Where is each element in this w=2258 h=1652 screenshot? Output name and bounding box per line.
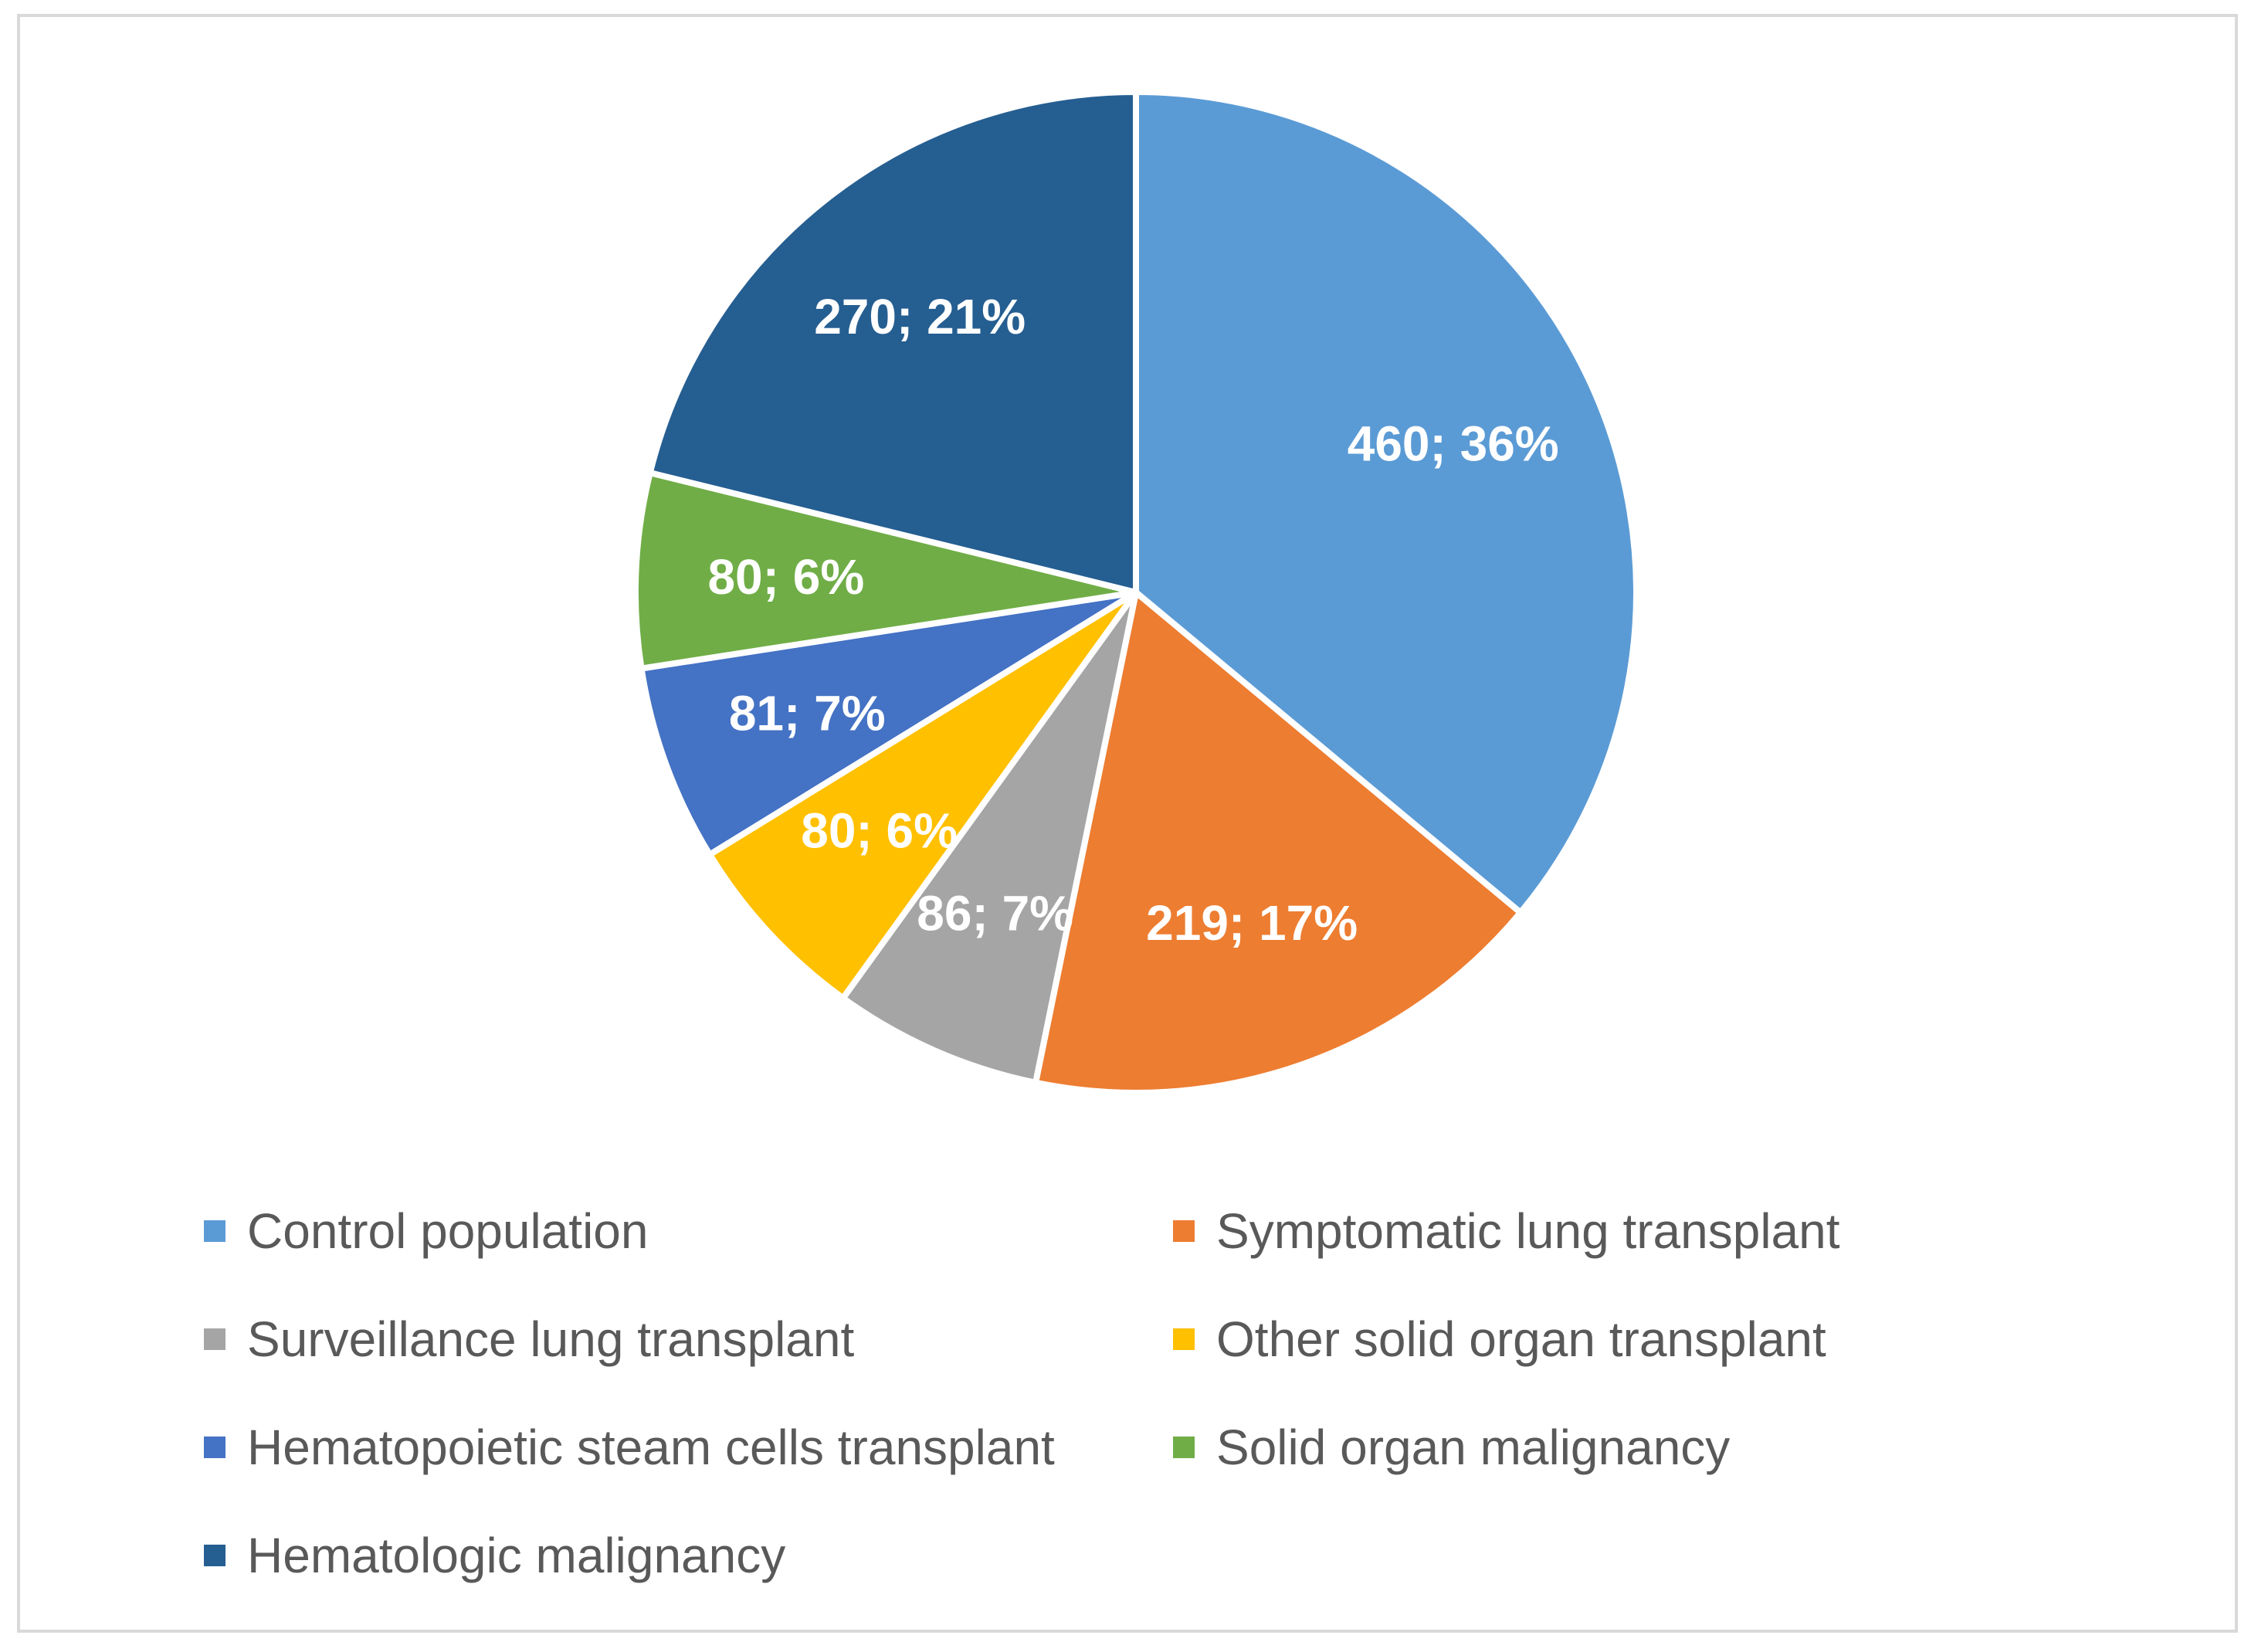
legend-swatch bbox=[1173, 1437, 1195, 1458]
legend-item-other-solid-organ-transplant: Other solid organ transplant bbox=[1173, 1285, 2131, 1393]
data-label-solid-organ-malignancy: 80; 6% bbox=[707, 549, 864, 605]
legend-label: Hematologic malignancy bbox=[247, 1528, 786, 1583]
legend: Control population Symptomatic lung trans… bbox=[204, 1177, 2134, 1610]
pie-slice-other-solid-organ-transplant bbox=[707, 589, 1139, 1002]
legend-swatch bbox=[1173, 1328, 1195, 1350]
legend-label: Symptomatic lung transplant bbox=[1216, 1203, 1840, 1259]
pie-slice-hematopoietic-steam-cells-transplant bbox=[638, 589, 1139, 858]
data-label-surveillance-lung-transplant: 86; 7% bbox=[917, 885, 1073, 941]
legend-label: Surveillance lung transplant bbox=[247, 1311, 855, 1367]
legend-item-symptomatic-lung-transplant: Symptomatic lung transplant bbox=[1173, 1177, 2131, 1285]
legend-item-control-population: Control population bbox=[204, 1177, 1173, 1285]
legend-label: Other solid organ transplant bbox=[1216, 1311, 1826, 1367]
data-label-hematopoietic-steam-cells-transplant: 81; 7% bbox=[729, 685, 886, 741]
legend-label: Hematopoietic steam cells transplant bbox=[247, 1420, 1055, 1475]
pie-slice-solid-organ-malignancy bbox=[632, 470, 1139, 672]
pie-slices bbox=[632, 89, 1639, 1096]
pie-data-labels: 460; 36% 219; 17% 86; 7% 80; 6% 81; 7% 80; 6%… bbox=[707, 289, 1558, 951]
data-label-hematologic-malignancy: 270; 21% bbox=[814, 289, 1026, 344]
legend-swatch bbox=[1173, 1220, 1195, 1242]
legend-item-surveillance-lung-transplant: Surveillance lung transplant bbox=[204, 1285, 1173, 1393]
legend-item-hematopoietic-steam-cells-transplant: Hematopoietic steam cells transplant bbox=[204, 1393, 1173, 1501]
data-label-other-solid-organ-transplant: 80; 6% bbox=[801, 803, 958, 859]
legend-swatch bbox=[204, 1220, 225, 1242]
legend-swatch bbox=[204, 1437, 225, 1458]
legend-swatch bbox=[204, 1328, 225, 1350]
legend-label: Control population bbox=[247, 1203, 649, 1259]
data-label-symptomatic-lung-transplant: 219; 17% bbox=[1146, 895, 1358, 951]
legend-swatch bbox=[204, 1545, 225, 1566]
legend-label: Solid organ malignancy bbox=[1216, 1420, 1731, 1475]
pie-slice-hematologic-malignancy bbox=[646, 89, 1139, 595]
pie-slice-symptomatic-lung-transplant bbox=[1032, 589, 1524, 1096]
pie-chart: 460; 36% 219; 17% 86; 7% 80; 6% 81; 7% 80; 6%… bbox=[632, 89, 1639, 1096]
pie-slice-surveillance-lung-transplant bbox=[839, 589, 1139, 1086]
data-label-control-population: 460; 36% bbox=[1348, 416, 1559, 472]
pie-slice-control-population bbox=[1133, 89, 1639, 916]
legend-item-solid-organ-malignancy: Solid organ malignancy bbox=[1173, 1393, 2131, 1501]
chart-area: 460; 36% 219; 17% 86; 7% 80; 6% 81; 7% 80; 6%… bbox=[17, 14, 2238, 1633]
legend-item-hematologic-malignancy: Hematologic malignancy bbox=[204, 1501, 1173, 1610]
